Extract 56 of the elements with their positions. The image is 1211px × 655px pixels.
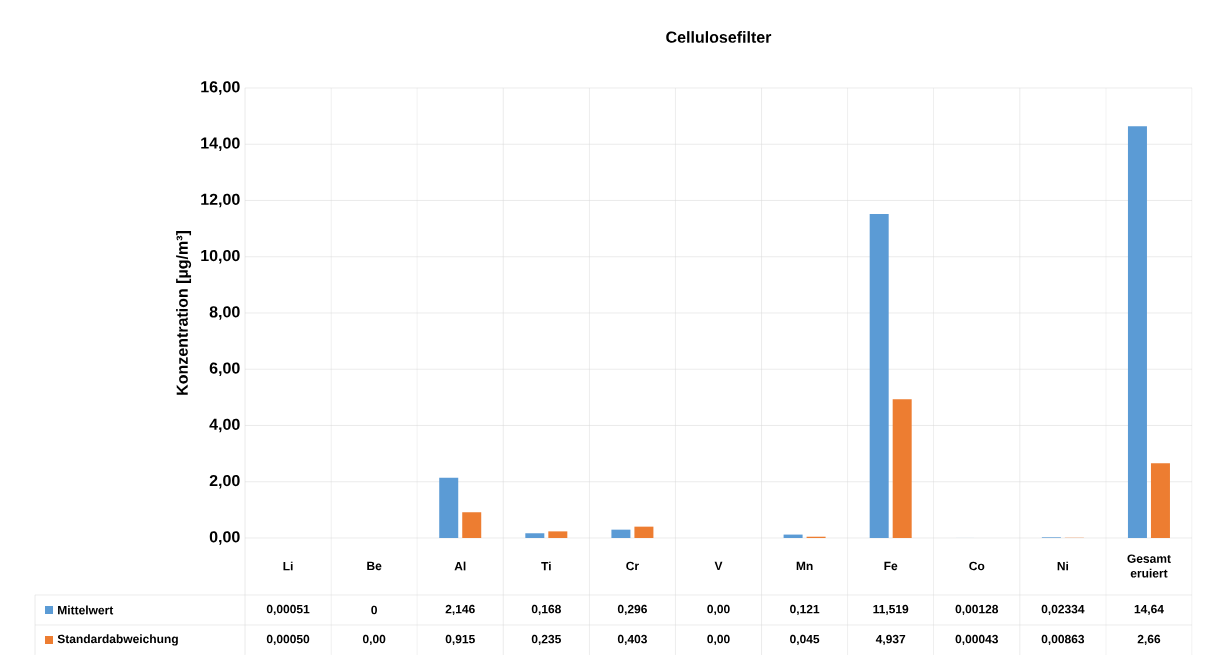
x-tick-label: Be xyxy=(367,561,382,571)
data-label: 0,915 xyxy=(445,634,475,646)
data-label: 4,937 xyxy=(875,634,906,646)
bar xyxy=(525,533,545,538)
bar xyxy=(1127,126,1147,538)
bar xyxy=(869,214,889,538)
x-tick-label: Gesamt eruiert xyxy=(1127,554,1171,578)
data-label: 0,00 xyxy=(707,604,730,616)
y-tick-label: 8,00 xyxy=(209,306,240,320)
y-tick-label: 4,00 xyxy=(209,418,240,433)
y-tick-label: 2,00 xyxy=(209,474,240,489)
data-label: 14,64 xyxy=(1134,604,1164,616)
y-tick-label: 6,00 xyxy=(209,362,240,377)
data-label: 0,00051 xyxy=(266,604,310,616)
bar xyxy=(634,526,654,538)
x-tick-label: Ni xyxy=(1057,561,1069,571)
data-label: 0,296 xyxy=(617,604,647,616)
x-tick-label: Al xyxy=(454,561,466,571)
legend-label: Mittelwert xyxy=(58,605,114,615)
bar xyxy=(439,477,459,538)
data-label: 0,235 xyxy=(531,634,561,646)
bar xyxy=(892,399,912,538)
x-tick-label: Mn xyxy=(796,561,813,571)
bar xyxy=(611,529,631,538)
x-tick-label: Ti xyxy=(541,561,551,571)
data-label: 0,02334 xyxy=(1041,604,1085,616)
x-tick-label: Li xyxy=(283,561,293,571)
y-tick-label: 10,00 xyxy=(201,249,240,264)
bar xyxy=(548,531,568,538)
data-label: 0,045 xyxy=(790,634,820,646)
y-tick-label: 16,00 xyxy=(201,81,240,95)
data-label: 0,00128 xyxy=(955,604,999,616)
data-label: 0,00050 xyxy=(266,634,310,646)
data-label: 11,519 xyxy=(873,604,909,616)
y-tick-label: 12,00 xyxy=(201,193,240,208)
data-label: 2,66 xyxy=(1137,634,1161,646)
data-label: 2,146 xyxy=(445,604,475,616)
chart-title: Cellulosefilter xyxy=(666,31,772,43)
x-tick-label: Fe xyxy=(884,561,898,571)
legend-label: Standardabweichung xyxy=(57,634,178,646)
data-label: 0 xyxy=(371,605,377,615)
data-label: 0,00863 xyxy=(1041,634,1085,646)
data-label: 0,00 xyxy=(707,634,730,646)
data-label: 0,403 xyxy=(617,634,647,646)
y-tick-label: 14,00 xyxy=(201,137,240,152)
y-axis-title: Konzentration [µg/m³] xyxy=(176,231,192,395)
x-tick-label: V xyxy=(714,561,723,571)
x-tick-label: Cr xyxy=(626,561,639,571)
data-label: 0,00043 xyxy=(955,634,999,646)
bar xyxy=(1150,463,1170,538)
data-label: 0,168 xyxy=(531,604,561,616)
x-tick-label: Co xyxy=(969,561,985,571)
y-tick-label: 0,00 xyxy=(209,531,240,545)
data-label: 0,121 xyxy=(790,604,820,616)
bar xyxy=(462,512,482,538)
data-label: 0,00 xyxy=(362,634,386,646)
